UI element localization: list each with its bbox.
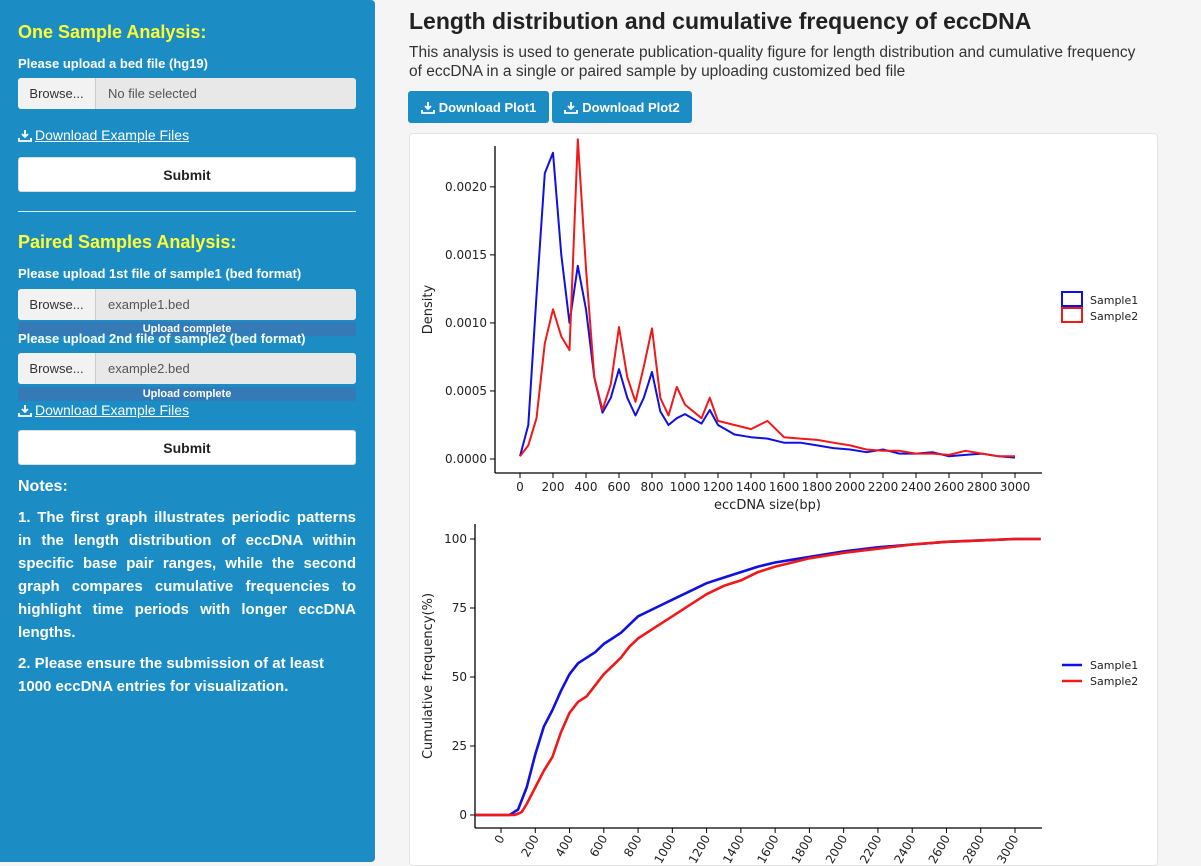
x-tick-label: 2600 <box>926 833 953 866</box>
file2-name-field: example2.bed <box>96 353 356 384</box>
x-tick-label: 2800 <box>960 833 987 866</box>
x-tick-label: 800 <box>621 833 645 860</box>
y-axis-label: Cumulative frequency(%) <box>421 593 436 759</box>
browse-button-1[interactable]: Browse... <box>18 289 96 320</box>
legend-label: Sample2 <box>1090 310 1138 323</box>
upload2-progress: Upload complete <box>18 387 356 401</box>
x-tick-label: 2400 <box>901 480 932 494</box>
x-tick-label: 2200 <box>857 833 884 866</box>
x-tick-label: 2200 <box>868 480 899 494</box>
x-tick-label: 1400 <box>720 833 747 866</box>
one-sample-submit-button[interactable]: Submit <box>18 157 356 192</box>
download-plot2-button[interactable]: Download Plot2 <box>552 91 692 123</box>
upload1-progress: Upload complete <box>18 322 356 336</box>
paired-samples-title: Paired Samples Analysis: <box>18 232 237 252</box>
x-tick-label: 400 <box>553 833 577 860</box>
one-sample-file-input[interactable]: Browse... No file selected <box>18 78 356 109</box>
x-tick-label: 1600 <box>769 480 800 494</box>
download-example-label: Download Example Files <box>35 402 190 418</box>
notes-title: Notes: <box>18 478 68 495</box>
file1-name-field: example1.bed <box>96 289 356 320</box>
x-tick-label: 200 <box>542 480 565 494</box>
x-tick-label: 1600 <box>754 833 781 866</box>
x-tick-label: 3000 <box>994 833 1021 866</box>
legend-swatch <box>1061 307 1083 323</box>
series-line-sample1 <box>475 537 1041 817</box>
x-tick-label: 1200 <box>703 480 734 494</box>
note-2: 2. Please ensure the submission of at le… <box>18 655 324 695</box>
y-tick-label: 100 <box>444 532 467 546</box>
y-tick-label: 0.0000 <box>445 452 487 466</box>
download-icon <box>18 129 32 142</box>
page-description: This analysis is used to generate public… <box>409 44 1136 80</box>
x-tick-label: 1800 <box>802 480 833 494</box>
download-icon <box>420 101 435 114</box>
y-tick-label: 0.0010 <box>445 316 487 330</box>
one-sample-title: One Sample Analysis: <box>18 22 207 42</box>
page-title: Length distribution and cumulative frequ… <box>409 8 1032 34</box>
x-tick-label: 0 <box>492 833 508 847</box>
y-tick-label: 0 <box>459 808 467 822</box>
upload2-label: Please upload 2nd file of sample2 (bed f… <box>18 331 306 346</box>
x-tick-label: 2000 <box>835 480 866 494</box>
download-example-link-paired[interactable]: Download Example Files <box>18 402 189 418</box>
x-tick-label: 1800 <box>789 833 816 866</box>
browse-button-2[interactable]: Browse... <box>18 353 96 384</box>
x-tick-label: 2800 <box>967 480 998 494</box>
divider <box>18 211 356 212</box>
download-example-link[interactable]: Download Example Files <box>18 127 189 143</box>
y-axis-label: Density <box>421 284 436 334</box>
sample1-file-input[interactable]: Browse... example1.bed <box>18 289 356 320</box>
x-tick-label: 2400 <box>891 833 918 866</box>
browse-button[interactable]: Browse... <box>18 78 96 109</box>
x-tick-label: 2000 <box>823 833 850 866</box>
plots-svg: 0.0000 0.0005 0.0010 0.0015 0.0020 0 200 400 600… <box>421 138 1138 866</box>
plot-card: 0.0000 0.0005 0.0010 0.0015 0.0020 0 200 400 600… <box>409 133 1158 866</box>
y-tick-label: 25 <box>452 739 467 753</box>
download-plot1-button[interactable]: Download Plot1 <box>408 91 549 123</box>
series-line-sample2 <box>519 138 1015 458</box>
x-tick-label: 1400 <box>736 480 767 494</box>
upload-bed-label: Please upload a bed file (hg19) <box>18 56 208 71</box>
x-tick-label: 2600 <box>934 480 965 494</box>
legend-label: Sample1 <box>1090 294 1138 307</box>
download-plot2-label: Download Plot2 <box>582 99 680 115</box>
download-icon <box>564 101 579 114</box>
y-tick-label: 75 <box>452 601 467 615</box>
x-tick-label: 1000 <box>670 480 701 494</box>
y-tick-label: 0.0020 <box>445 180 487 194</box>
x-tick-label: 600 <box>587 833 611 860</box>
file-name-field: No file selected <box>96 78 356 109</box>
x-tick-label: 600 <box>608 480 631 494</box>
x-tick-label: 1200 <box>686 833 713 866</box>
download-icon <box>18 404 32 417</box>
x-tick-label: 800 <box>641 480 664 494</box>
paired-submit-button[interactable]: Submit <box>18 430 356 465</box>
y-tick-label: 0.0015 <box>445 248 487 262</box>
legend-swatch <box>1061 291 1083 307</box>
sample2-file-input[interactable]: Browse... example2.bed <box>18 353 356 384</box>
legend-label: Sample2 <box>1090 675 1138 688</box>
series-line-sample2 <box>475 537 1041 817</box>
note-1: 1. The first graph illustrates periodic … <box>18 509 356 641</box>
x-tick-label: 1000 <box>652 833 679 866</box>
upload1-label: Please upload 1st file of sample1 (bed f… <box>18 266 302 281</box>
x-tick-label: 400 <box>575 480 598 494</box>
download-example-label: Download Example Files <box>35 127 190 143</box>
x-axis-label: eccDNA size(bp) <box>714 498 821 513</box>
y-tick-label: 0.0005 <box>445 384 487 398</box>
y-tick-label: 50 <box>452 670 467 684</box>
sidebar: One Sample Analysis: Please upload a bed… <box>0 0 375 862</box>
x-tick-label: 200 <box>518 833 542 860</box>
legend-label: Sample1 <box>1090 659 1138 672</box>
series-line-sample1 <box>519 151 1016 459</box>
download-plot1-label: Download Plot1 <box>438 99 537 115</box>
x-tick-label: 0 <box>516 480 524 494</box>
x-tick-label: 3000 <box>1000 480 1031 494</box>
